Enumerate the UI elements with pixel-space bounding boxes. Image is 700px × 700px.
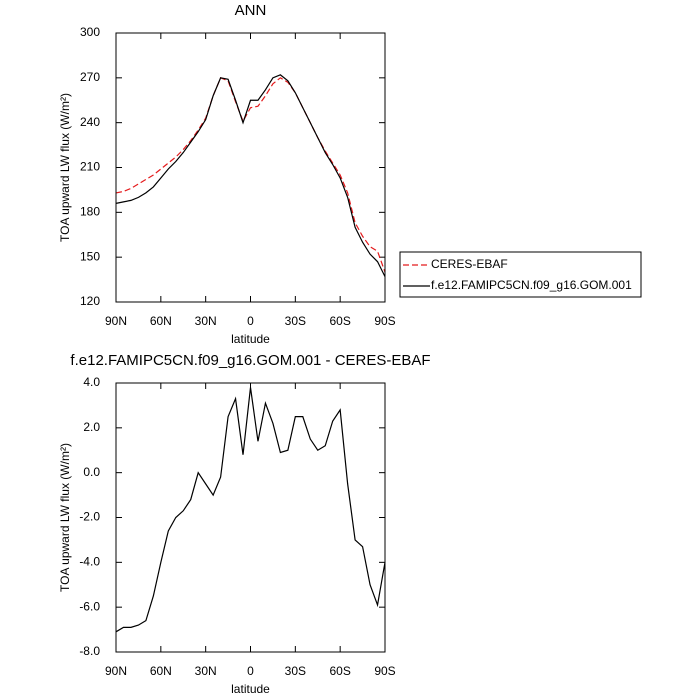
y-axis-label: TOA upward LW flux (W/m²) [58, 93, 72, 242]
x-tick-label: 90N [105, 664, 127, 678]
data-line [115, 74, 386, 277]
y-tick-label: 210 [80, 160, 100, 174]
x-tick-label: 60S [329, 664, 350, 678]
x-tick-label: 30S [285, 664, 306, 678]
y-tick-label: 120 [80, 294, 100, 308]
x-axis-label: latitude [231, 682, 270, 696]
x-tick-label: 90N [105, 314, 127, 328]
legend-box [399, 251, 642, 298]
chart-title: ANN [235, 2, 267, 19]
y-axis-label: TOA upward LW flux (W/m²) [58, 443, 72, 592]
y-tick-label: -6.0 [79, 599, 100, 613]
data-line [115, 387, 386, 633]
x-tick-label: 60N [150, 664, 172, 678]
x-tick-label: 30N [195, 664, 217, 678]
plot-frame [115, 32, 386, 303]
x-tick-label: 60N [150, 314, 172, 328]
x-tick-label: 30S [285, 314, 306, 328]
x-tick-label: 30N [195, 314, 217, 328]
y-tick-label: 0.0 [83, 465, 100, 479]
x-tick-label: 0 [247, 314, 254, 328]
legend-label: f.e12.FAMIPC5CN.f09_g16.GOM.001 [431, 278, 632, 292]
data-line [115, 77, 386, 273]
y-tick-label: 150 [80, 249, 100, 263]
y-tick-label: 2.0 [83, 420, 100, 434]
y-tick-label: 180 [80, 205, 100, 219]
y-tick-label: -2.0 [79, 510, 100, 524]
x-axis-label: latitude [231, 332, 270, 346]
plot-frame [115, 382, 386, 653]
y-tick-label: -8.0 [79, 644, 100, 658]
y-tick-label: -4.0 [79, 555, 100, 569]
y-tick-label: 270 [80, 70, 100, 84]
y-tick-label: 4.0 [83, 375, 100, 389]
chart-title: f.e12.FAMIPC5CN.f09_g16.GOM.001 - CERES-… [70, 352, 430, 369]
x-tick-label: 60S [329, 314, 350, 328]
y-tick-label: 240 [80, 115, 100, 129]
x-tick-label: 90S [374, 664, 395, 678]
x-tick-label: 90S [374, 314, 395, 328]
x-tick-label: 0 [247, 664, 254, 678]
y-tick-label: 300 [80, 25, 100, 39]
legend-label: CERES-EBAF [431, 257, 508, 271]
